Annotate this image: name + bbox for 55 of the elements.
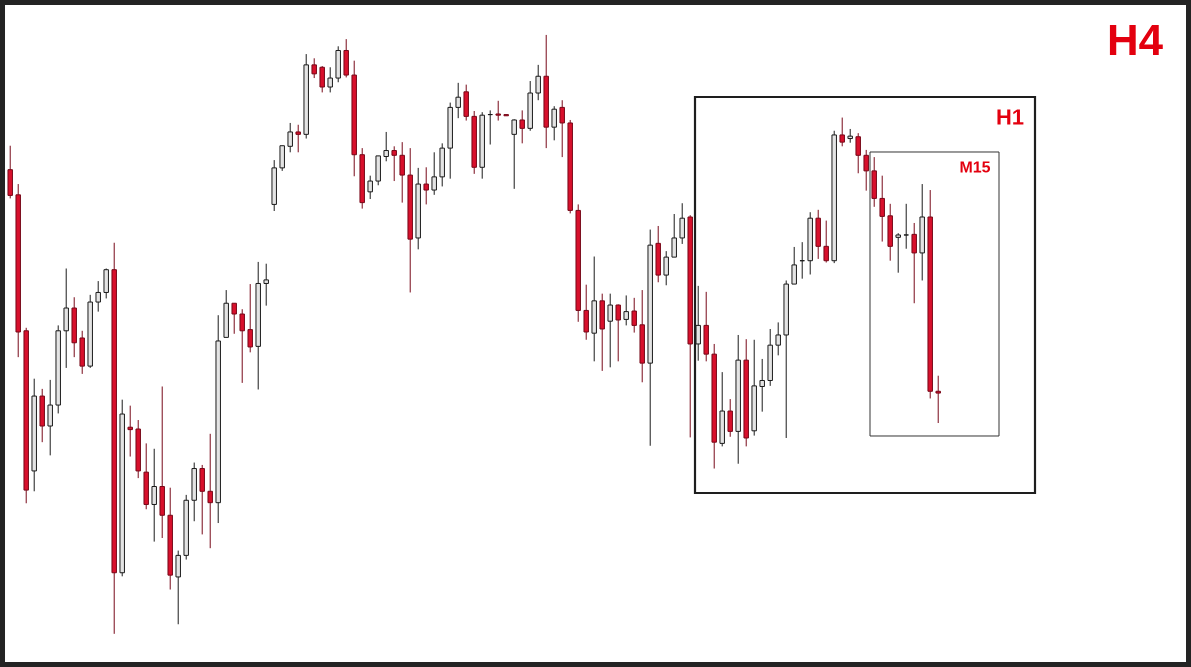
candlestick — [199, 464, 205, 535]
candlestick — [175, 550, 181, 625]
candlestick — [823, 220, 829, 264]
candlestick — [391, 145, 397, 182]
candlestick — [383, 131, 389, 162]
candlestick — [455, 82, 461, 119]
candlestick — [279, 145, 285, 172]
candlestick — [879, 175, 885, 243]
candlestick — [791, 246, 797, 285]
candlestick — [63, 268, 69, 369]
candlestick — [239, 308, 245, 384]
candlestick — [511, 118, 517, 190]
candlestick — [95, 280, 101, 313]
candlestick — [295, 124, 301, 153]
candlestick — [367, 175, 373, 200]
candlestick — [311, 57, 317, 79]
candlestick — [895, 232, 901, 274]
candlestick — [263, 263, 269, 307]
candlestick — [495, 100, 501, 122]
candlestick — [327, 66, 333, 93]
candlestick — [559, 99, 565, 158]
candlestick — [583, 284, 589, 341]
candlestick — [151, 448, 157, 543]
candlestick — [863, 149, 869, 192]
candlestick — [47, 379, 53, 456]
text: M15 — [960, 161, 991, 173]
candlestick — [127, 405, 133, 458]
candlestick — [287, 122, 293, 153]
candlestick — [911, 222, 917, 304]
candlestick — [535, 64, 541, 101]
candlestick — [839, 117, 845, 147]
candlestick — [207, 433, 213, 549]
candlestick — [103, 268, 109, 299]
candlestick — [663, 250, 669, 286]
candlestick — [855, 132, 861, 174]
candlestick — [631, 297, 637, 334]
candlestick — [759, 358, 765, 413]
candlestick — [607, 293, 613, 368]
candlestick — [671, 213, 677, 258]
candlestick — [551, 105, 557, 141]
candlestick — [399, 141, 405, 204]
candlestick — [519, 109, 525, 144]
candlestick — [679, 202, 685, 245]
text: H4 — [1109, 24, 1163, 56]
candlestick — [935, 375, 941, 424]
text: H1 — [997, 109, 1024, 125]
candlestick — [615, 303, 621, 362]
candlestick — [775, 321, 781, 356]
candlestick — [431, 151, 437, 196]
candlestick — [247, 283, 253, 353]
candlestick — [423, 166, 429, 205]
candlestick — [727, 398, 733, 438]
candlestick — [623, 294, 629, 326]
candlestick — [231, 302, 237, 335]
candlestick — [319, 65, 325, 93]
